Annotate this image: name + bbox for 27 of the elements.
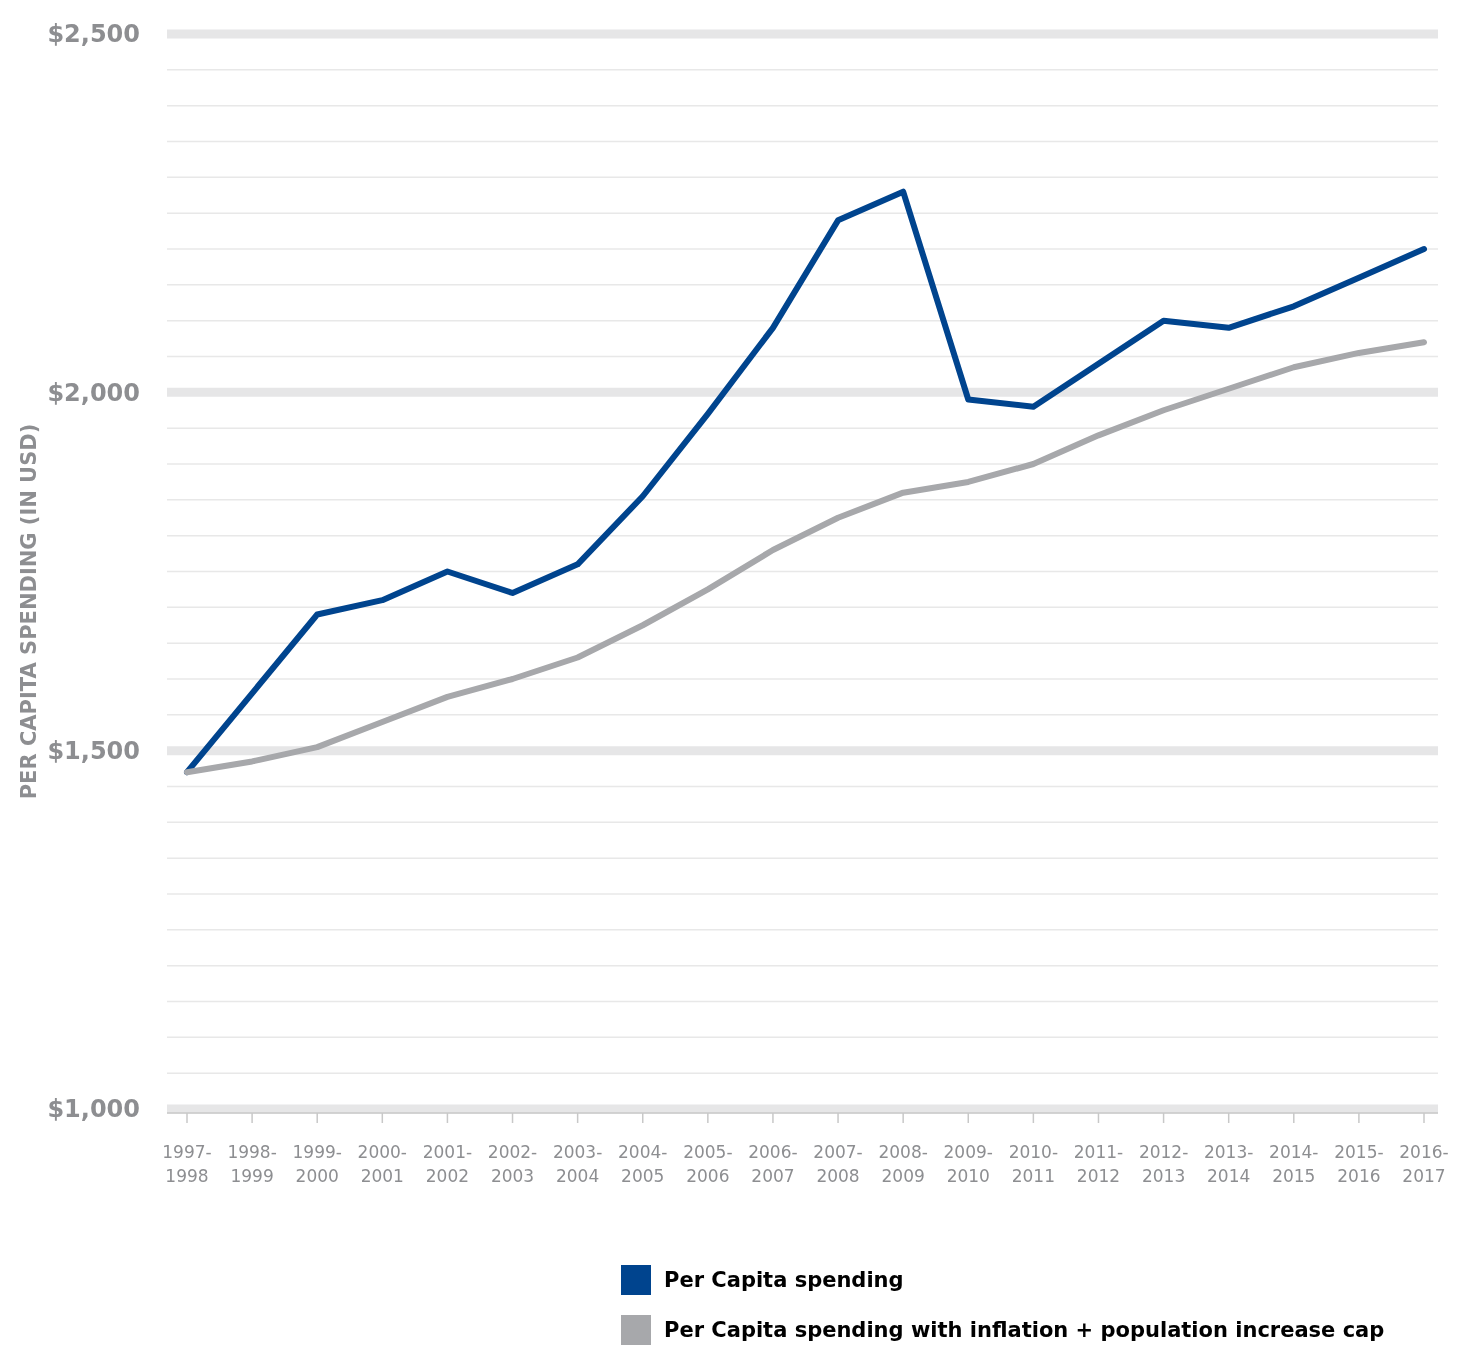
x-tick-label: 2007-2008 (813, 1142, 863, 1186)
x-tick-label: 2012-2013 (1138, 1142, 1189, 1186)
x-tick-label: 2003-2004 (552, 1142, 603, 1186)
x-tick-label: 2006-2007 (748, 1142, 798, 1186)
x-tick-label: 2013-2014 (1203, 1142, 1254, 1186)
x-tick-label: 2010-2011 (1008, 1142, 1059, 1186)
x-tick-label: 2016-2017 (1399, 1142, 1449, 1186)
x-tick-label: 2004-2005 (618, 1142, 668, 1186)
x-tick-label: 2008-2009 (878, 1142, 928, 1186)
x-tick-label: 1999-2000 (292, 1142, 342, 1186)
x-tick-label: 2000-2001 (357, 1142, 408, 1186)
y-tick-label: $1,500 (47, 737, 140, 766)
x-tick-label: 2002-2003 (487, 1142, 538, 1186)
x-tick-label: 2011-2012 (1073, 1142, 1124, 1186)
y-axis-title: PER CAPITA SPENDING (IN USD) (17, 423, 41, 800)
x-tick-label: 2001-2002 (422, 1142, 473, 1186)
x-tick-label: 2015-2016 (1334, 1142, 1384, 1186)
y-tick-label: $1,000 (47, 1095, 140, 1124)
legend-label: Per Capita spending with inflation + population increase cap (664, 1318, 1385, 1343)
x-tick-label: 1997-1998 (162, 1142, 212, 1186)
x-tick-label: 2005-2006 (683, 1142, 733, 1186)
x-tick-label: 2009-2010 (943, 1142, 993, 1186)
legend-label: Per Capita spending (664, 1268, 904, 1293)
y-tick-label: $2,000 (47, 378, 140, 407)
x-tick-label: 2014-2015 (1269, 1142, 1319, 1186)
y-tick-label: $2,500 (47, 20, 140, 49)
x-tick-label: 1998-1999 (227, 1142, 277, 1186)
